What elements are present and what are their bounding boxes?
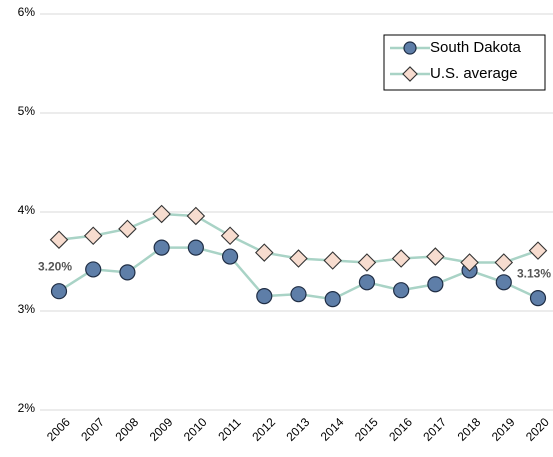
- x-tick-label: 2013: [284, 415, 313, 444]
- x-tick-label: 2007: [78, 415, 107, 444]
- x-tick-label: 2020: [523, 415, 552, 444]
- x-tick-label: 2017: [420, 415, 449, 444]
- marker: [357, 253, 377, 272]
- marker: [85, 261, 102, 278]
- marker: [323, 251, 342, 270]
- legend-label: South Dakota: [430, 39, 522, 56]
- marker: [426, 247, 445, 266]
- marker: [289, 249, 308, 268]
- y-tick-label: 3%: [18, 302, 36, 316]
- y-tick-label: 4%: [18, 203, 36, 217]
- data-label: 3.20%: [38, 259, 72, 273]
- x-tick-label: 2015: [352, 415, 381, 444]
- marker: [358, 274, 376, 291]
- marker: [187, 239, 204, 256]
- marker: [391, 249, 411, 268]
- marker: [119, 264, 136, 281]
- legend-marker: [403, 41, 417, 55]
- marker: [153, 239, 170, 256]
- marker: [324, 291, 341, 308]
- marker: [50, 283, 68, 300]
- x-tick-label: 2018: [455, 415, 484, 444]
- legend-marker: [402, 66, 418, 82]
- x-tick-label: 2012: [249, 415, 278, 444]
- marker: [393, 282, 410, 299]
- x-tick-label: 2006: [44, 415, 73, 444]
- legend-label: U.S. average: [430, 65, 518, 82]
- y-tick-label: 6%: [18, 5, 36, 19]
- x-tick-label: 2011: [215, 415, 243, 443]
- legend: South Dakota U.S. average: [383, 34, 546, 91]
- series: 3.20% 3.13%: [38, 239, 551, 308]
- marker: [495, 274, 512, 291]
- series: [49, 204, 548, 272]
- x-tick-label: 2008: [112, 415, 141, 444]
- marker: [152, 204, 171, 224]
- marker: [427, 276, 444, 293]
- marker: [221, 248, 239, 265]
- x-tick-label: 2019: [489, 415, 518, 444]
- marker: [83, 226, 103, 246]
- marker: [220, 226, 240, 246]
- data-label: 3.13%: [517, 266, 551, 280]
- marker: [529, 290, 547, 307]
- x-tick-label: 2010: [181, 415, 210, 444]
- x-tick-label: 2014: [318, 415, 347, 444]
- marker: [255, 243, 274, 262]
- y-tick-label: 5%: [18, 104, 36, 118]
- marker: [460, 253, 479, 272]
- marker: [494, 253, 514, 272]
- x-tick-label: 2016: [386, 415, 415, 444]
- marker: [256, 288, 273, 305]
- marker: [528, 241, 548, 260]
- x-tick-label: 2009: [147, 415, 176, 444]
- y-tick-label: 2%: [18, 401, 36, 415]
- marker: [290, 286, 307, 303]
- marker: [186, 206, 206, 226]
- marker: [118, 219, 137, 239]
- marker: [49, 230, 69, 249]
